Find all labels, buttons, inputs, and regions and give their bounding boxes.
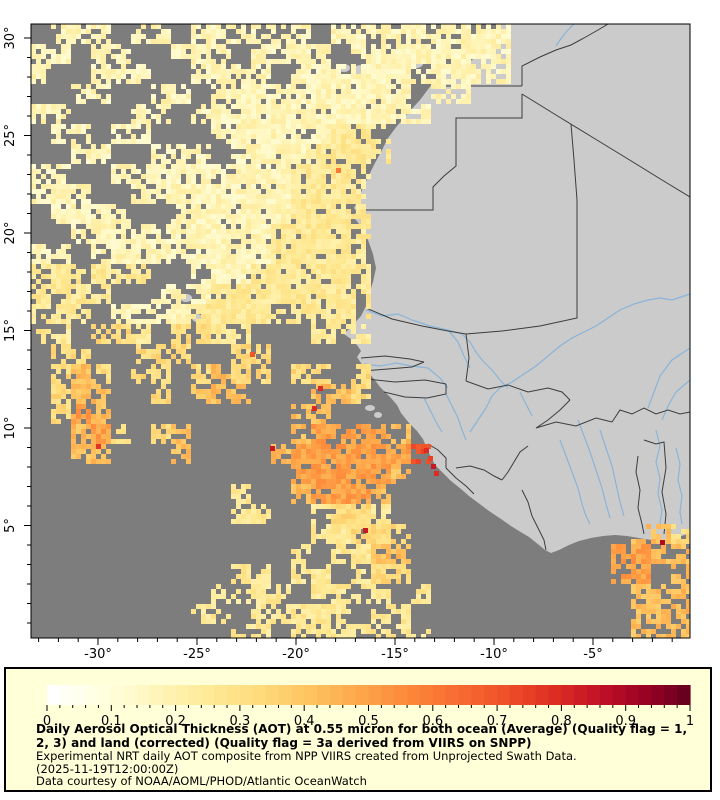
river [655, 429, 663, 525]
aot-map-canvas: 30° 25° 20° 15° 10° 5° -30° -25° -20° -15° -10° -5° [3, 23, 691, 662]
caption-title-line1: Daily Aerosol Optical Thickness (AOT) at… [36, 722, 688, 736]
rivers [363, 24, 690, 525]
land-west-africa [344, 24, 690, 553]
axis-labels: 30° 25° 20° 15° 10° 5° -30° -25° -20° -15° -10° -5° [3, 26, 603, 662]
river [599, 429, 625, 517]
aot-speck [318, 386, 323, 391]
y-axis-label: 10° [3, 416, 18, 439]
country-border [611, 407, 690, 423]
aot-speck [96, 444, 101, 449]
country-border [361, 361, 425, 372]
aot-specks [96, 168, 665, 545]
country-border [356, 94, 523, 211]
river [661, 379, 690, 421]
river [469, 293, 690, 433]
axis-ticks [24, 37, 673, 645]
aot-speck [312, 406, 317, 411]
x-axis-label: -15° [381, 647, 409, 662]
country-border [521, 24, 609, 86]
river [555, 24, 575, 47]
x-axis-label: -25° [183, 647, 211, 662]
caption-credit: Data courtesy of NOAA/AOML/PHOD/Atlantic… [36, 774, 367, 788]
island [365, 405, 375, 411]
country-border [445, 467, 475, 495]
aot-speck [431, 464, 436, 469]
river [675, 447, 683, 525]
country-border [521, 93, 690, 198]
x-axis-label: -30° [84, 647, 112, 662]
country-border [535, 399, 613, 429]
aot-speck [250, 352, 255, 357]
x-axis-label: -20° [282, 647, 310, 662]
map-layers [31, 24, 690, 638]
river [423, 397, 443, 433]
aot-speck [270, 446, 275, 451]
country-border [360, 355, 425, 363]
y-axis-label: 15° [3, 319, 18, 342]
country-border [465, 380, 571, 401]
river [577, 419, 611, 519]
country-border [383, 384, 447, 399]
x-axis-label: -5° [583, 647, 602, 662]
aot-speck [363, 528, 368, 533]
river [519, 391, 533, 417]
aot-speck [424, 448, 429, 453]
country-border [455, 465, 503, 481]
y-axis-label: 30° [3, 26, 18, 49]
country-border [465, 123, 578, 335]
country-border [365, 378, 447, 385]
y-axis-label: 5° [3, 518, 18, 533]
caption-block: Daily Aerosol Optical Thickness (AOT) at… [36, 722, 696, 788]
country-border [501, 445, 529, 481]
aot-speck [434, 471, 439, 476]
caption-description: Experimental NRT daily AOT composite fro… [36, 749, 577, 763]
caption-timestamp: (2025-11-19T12:00:00Z) [36, 761, 179, 776]
y-axis-label: 25° [3, 124, 18, 147]
country-border [521, 489, 547, 551]
river [647, 347, 690, 409]
island [374, 412, 382, 418]
country-border [643, 439, 667, 535]
country-border [365, 307, 467, 335]
country-border [635, 455, 645, 535]
caption-title-line2: 2, 3) and land (corrected) (Quality flag… [36, 735, 532, 750]
aot-raster [31, 24, 690, 638]
country-border [465, 333, 470, 382]
river [447, 329, 471, 369]
y-axis-label: 20° [3, 221, 18, 244]
country-border [427, 443, 447, 468]
river [559, 439, 591, 525]
river [363, 362, 449, 389]
x-axis-label: -10° [480, 647, 508, 662]
river [445, 393, 467, 441]
aot-speck [428, 456, 433, 461]
aot-speck [660, 540, 665, 545]
aot-speck [336, 168, 341, 173]
country-borders [356, 24, 690, 551]
river [365, 309, 509, 389]
